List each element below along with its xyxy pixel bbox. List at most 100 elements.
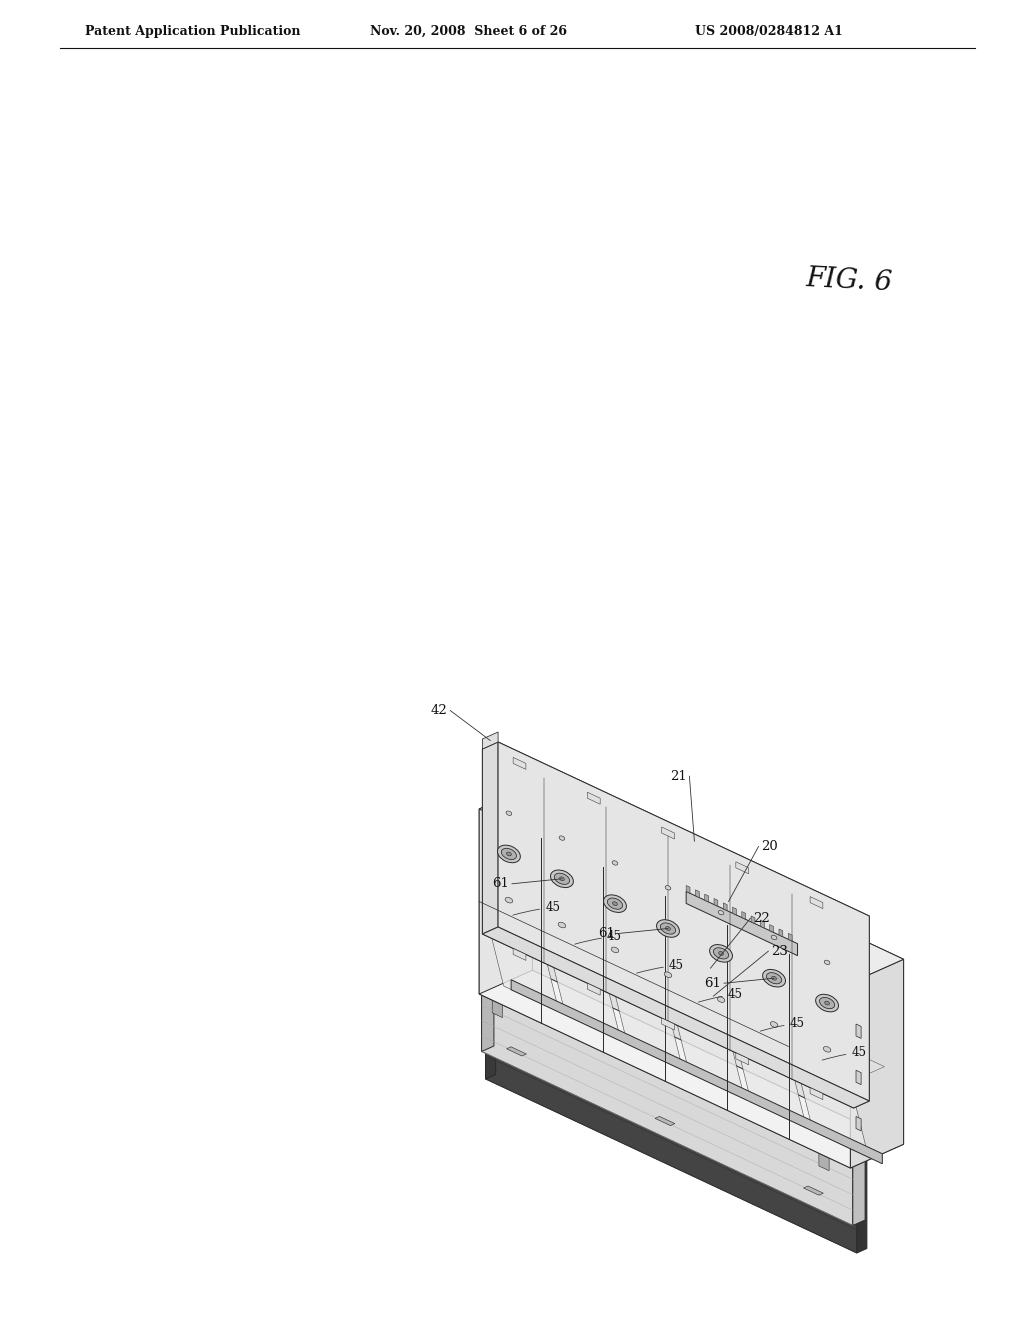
Text: 42: 42 <box>430 704 447 717</box>
Polygon shape <box>485 896 575 937</box>
Ellipse shape <box>498 845 520 863</box>
Polygon shape <box>655 969 675 978</box>
Ellipse shape <box>819 998 835 1008</box>
Text: 22: 22 <box>754 912 770 924</box>
Ellipse shape <box>507 851 511 855</box>
Polygon shape <box>788 933 793 941</box>
Ellipse shape <box>714 948 729 958</box>
Polygon shape <box>761 920 764 928</box>
Text: US 2008/0284812 A1: US 2008/0284812 A1 <box>695 25 843 38</box>
Ellipse shape <box>719 952 723 956</box>
Polygon shape <box>779 929 782 937</box>
Ellipse shape <box>502 849 516 859</box>
Ellipse shape <box>656 920 680 937</box>
Polygon shape <box>857 1064 867 1253</box>
Ellipse shape <box>763 969 785 987</box>
Text: 21: 21 <box>670 770 686 783</box>
Ellipse shape <box>717 997 725 1002</box>
Ellipse shape <box>611 946 618 953</box>
Polygon shape <box>481 866 853 1225</box>
Polygon shape <box>479 785 532 994</box>
Polygon shape <box>736 862 749 874</box>
Polygon shape <box>752 916 755 924</box>
Text: 45: 45 <box>513 902 560 915</box>
Ellipse shape <box>607 898 623 909</box>
Text: 45: 45 <box>637 960 684 973</box>
Polygon shape <box>770 924 773 932</box>
Polygon shape <box>795 1040 885 1082</box>
Polygon shape <box>479 809 850 1168</box>
Polygon shape <box>671 982 761 1024</box>
Text: 45: 45 <box>698 987 742 1002</box>
Polygon shape <box>498 742 869 1101</box>
Polygon shape <box>695 890 699 898</box>
Text: Patent Application Publication: Patent Application Publication <box>85 25 300 38</box>
Polygon shape <box>482 742 869 923</box>
Text: Nov. 20, 2008  Sheet 6 of 26: Nov. 20, 2008 Sheet 6 of 26 <box>370 25 567 38</box>
Polygon shape <box>854 916 869 1107</box>
Ellipse shape <box>816 994 839 1012</box>
Polygon shape <box>732 1011 822 1053</box>
Polygon shape <box>482 748 854 1107</box>
Polygon shape <box>686 891 798 956</box>
Text: 61: 61 <box>493 878 509 890</box>
Polygon shape <box>485 890 496 1078</box>
Polygon shape <box>588 792 600 804</box>
Polygon shape <box>482 927 869 1107</box>
Polygon shape <box>856 1071 861 1085</box>
Polygon shape <box>714 899 718 907</box>
Ellipse shape <box>767 973 781 983</box>
Polygon shape <box>513 758 526 770</box>
Text: 45: 45 <box>574 931 622 944</box>
Ellipse shape <box>506 810 512 816</box>
Polygon shape <box>662 828 675 840</box>
Ellipse shape <box>823 1047 830 1052</box>
Ellipse shape <box>710 945 732 962</box>
Ellipse shape <box>559 836 565 841</box>
Ellipse shape <box>666 927 671 931</box>
Polygon shape <box>795 1056 868 1158</box>
Polygon shape <box>511 979 883 1164</box>
Ellipse shape <box>551 870 573 887</box>
Ellipse shape <box>665 972 672 978</box>
Polygon shape <box>485 911 559 1012</box>
Polygon shape <box>686 886 690 894</box>
Polygon shape <box>481 861 494 1052</box>
Ellipse shape <box>554 873 569 884</box>
Polygon shape <box>655 1117 675 1126</box>
Polygon shape <box>547 940 621 1041</box>
Polygon shape <box>481 861 865 1040</box>
Polygon shape <box>856 1117 861 1131</box>
Polygon shape <box>479 970 903 1168</box>
Polygon shape <box>507 899 526 908</box>
Polygon shape <box>723 903 727 911</box>
Ellipse shape <box>770 1022 778 1027</box>
Text: 45: 45 <box>822 1045 866 1060</box>
Polygon shape <box>804 1185 823 1195</box>
Ellipse shape <box>660 923 676 935</box>
Polygon shape <box>479 785 903 983</box>
Polygon shape <box>810 1088 823 1100</box>
Polygon shape <box>482 742 498 935</box>
Ellipse shape <box>559 876 564 880</box>
Ellipse shape <box>612 861 617 865</box>
Text: FIG. 6: FIG. 6 <box>805 265 893 297</box>
Polygon shape <box>493 920 503 1018</box>
Text: 61: 61 <box>705 977 721 990</box>
Polygon shape <box>810 896 823 908</box>
Polygon shape <box>741 912 745 919</box>
Text: 45: 45 <box>760 1016 805 1031</box>
Ellipse shape <box>558 923 565 928</box>
Text: 61: 61 <box>598 927 615 940</box>
Polygon shape <box>804 1038 823 1047</box>
Polygon shape <box>732 907 736 915</box>
Ellipse shape <box>603 895 627 912</box>
Text: 20: 20 <box>762 840 778 853</box>
Polygon shape <box>609 953 698 995</box>
Polygon shape <box>819 1073 829 1171</box>
Polygon shape <box>732 1027 807 1129</box>
Ellipse shape <box>718 911 724 915</box>
Polygon shape <box>485 890 867 1068</box>
Polygon shape <box>853 1035 865 1225</box>
Ellipse shape <box>771 936 777 940</box>
